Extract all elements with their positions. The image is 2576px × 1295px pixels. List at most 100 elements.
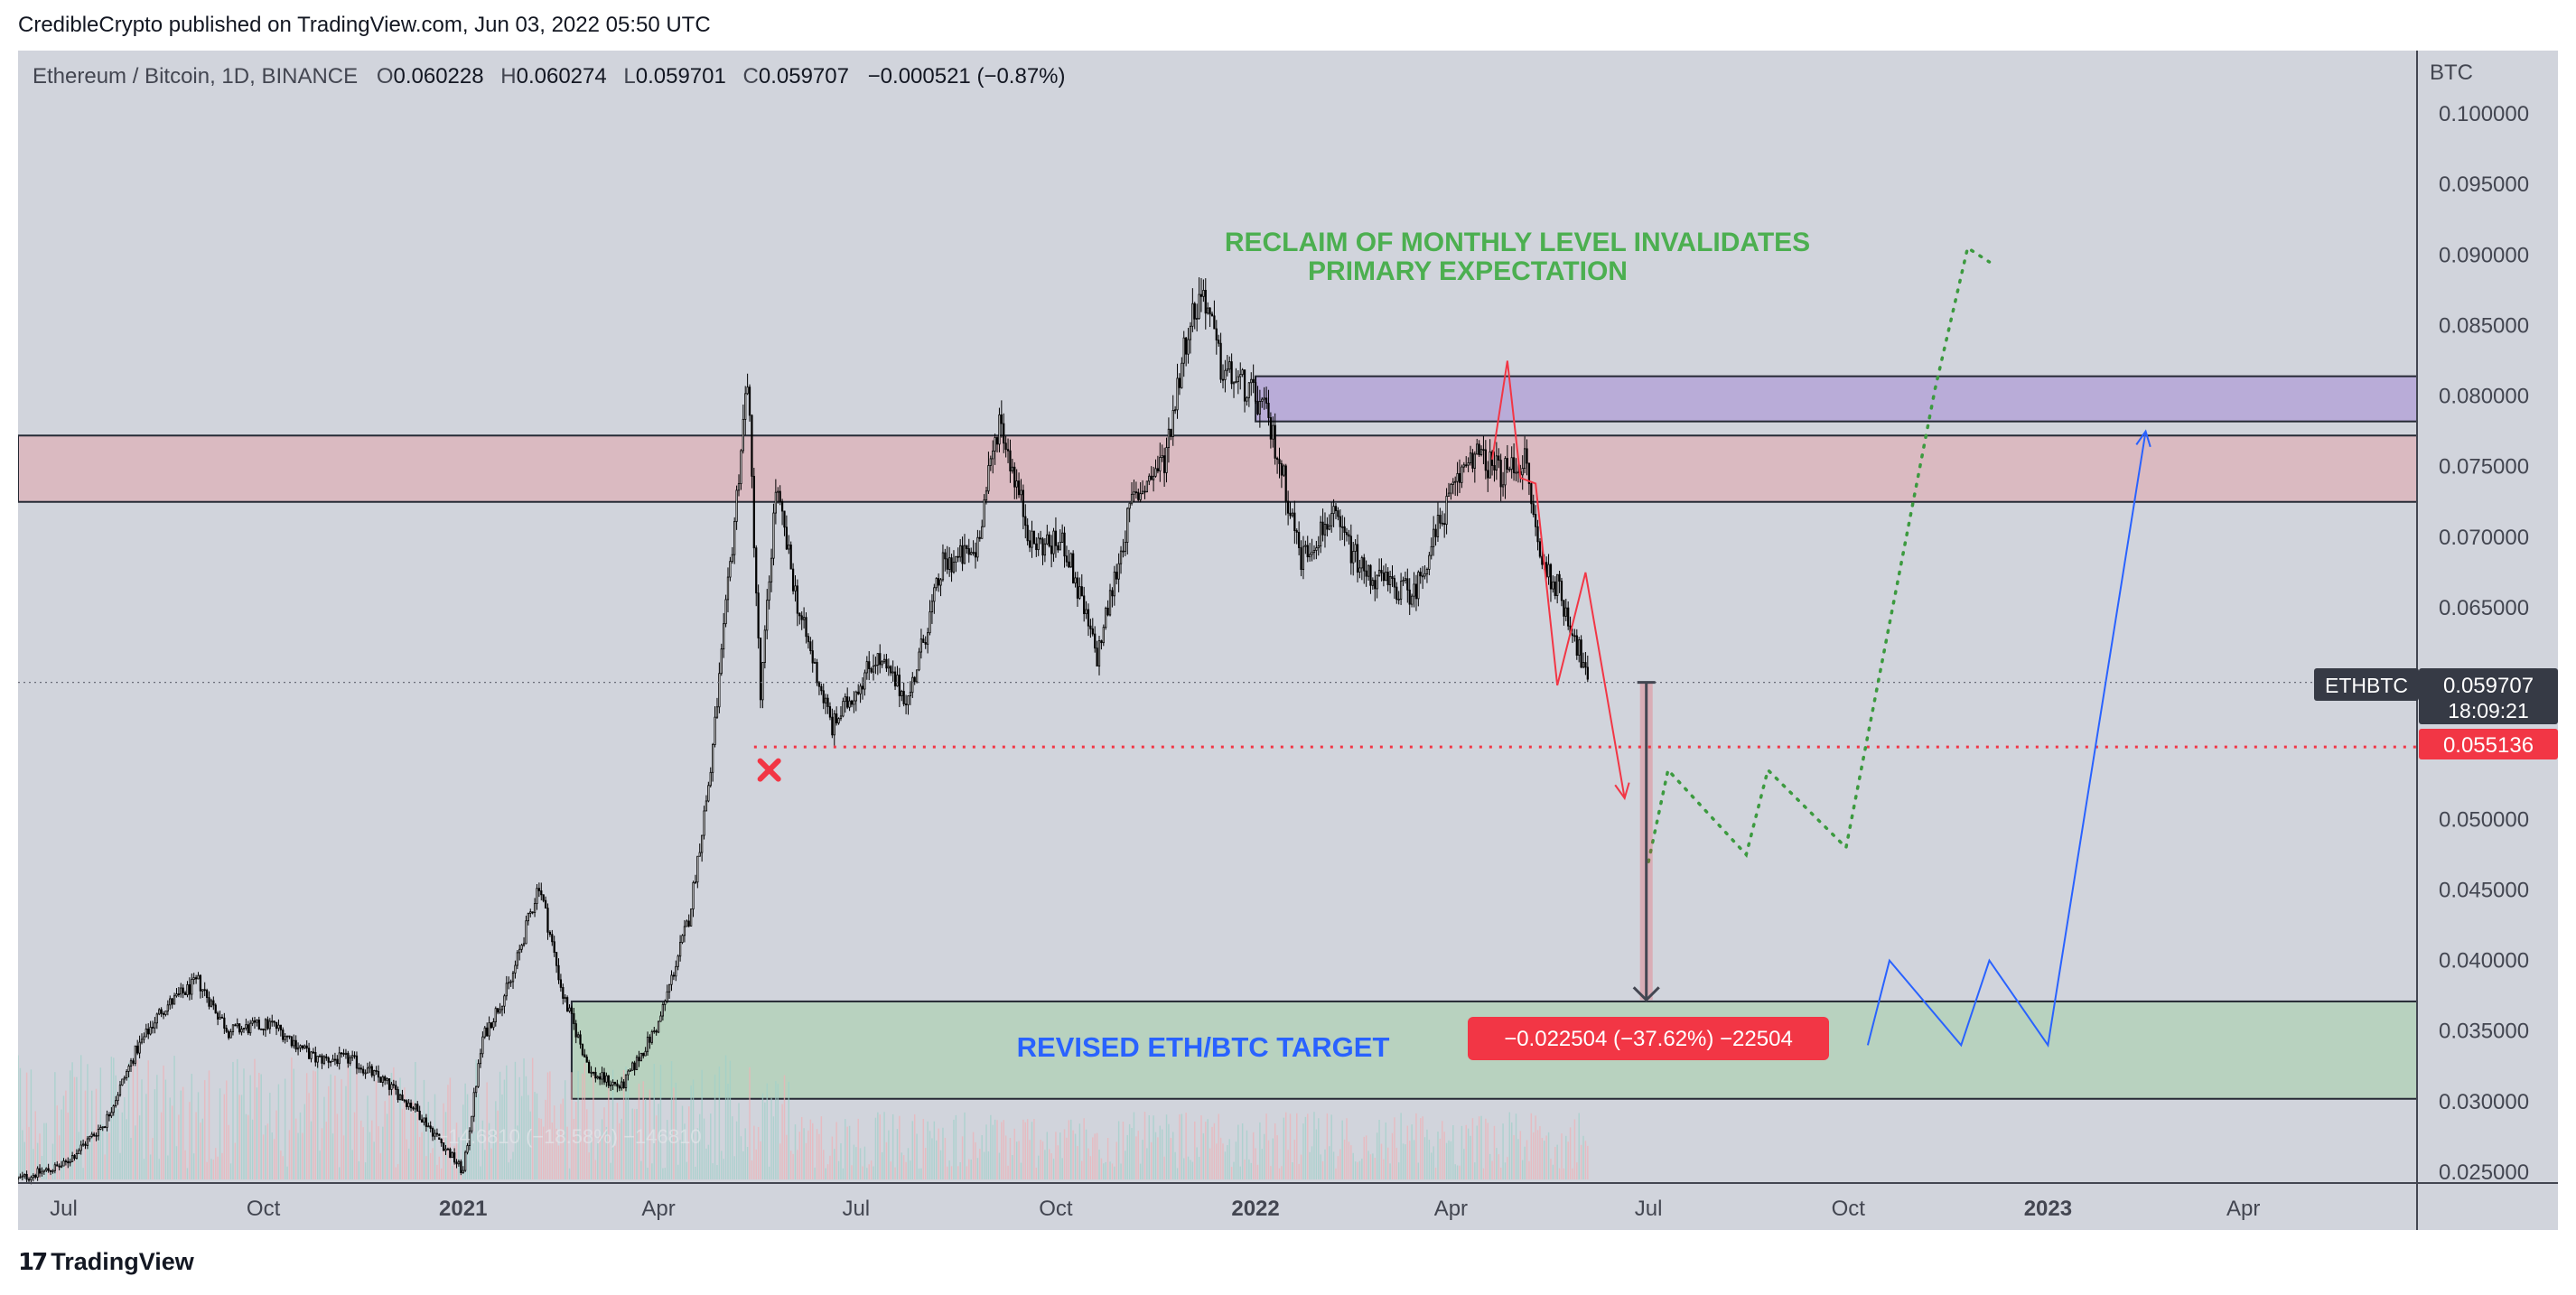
candle-body xyxy=(236,1023,238,1027)
candle-body xyxy=(245,1024,247,1029)
candle-body xyxy=(117,1095,119,1102)
volume-bar xyxy=(1567,1141,1569,1179)
volume-bar xyxy=(1307,1113,1309,1179)
ohlc-legend: Ethereum / Bitcoin, 1D, BINANCE O0.06022… xyxy=(33,64,1066,89)
time-axis[interactable]: Jul Oct 2021 Apr Jul Oct 2022 Apr Jul Oct 2023 Apr xyxy=(50,1197,2260,1221)
candle-body xyxy=(924,642,927,645)
volume-bar xyxy=(1063,1129,1066,1179)
candle-body xyxy=(967,548,970,555)
candle-body xyxy=(45,1168,48,1171)
volume-bar xyxy=(1293,1140,1296,1179)
candle-body xyxy=(431,1128,434,1137)
candle-body xyxy=(842,701,845,717)
volume-bar xyxy=(410,1113,412,1179)
candle-body xyxy=(457,1160,461,1165)
candle-body xyxy=(1228,361,1231,370)
candle-body xyxy=(1108,590,1112,616)
volume-bar xyxy=(1337,1156,1339,1179)
candle-body xyxy=(1349,536,1352,564)
time-tick-label: Oct xyxy=(247,1197,281,1221)
volume-bar xyxy=(1183,1158,1185,1179)
volume-bar xyxy=(633,1109,636,1179)
volume-bar xyxy=(1558,1168,1561,1179)
volume-bar xyxy=(484,1150,486,1179)
red-projection-path xyxy=(1491,360,1626,799)
candle-body xyxy=(1356,544,1359,573)
candle-body xyxy=(1199,293,1203,297)
candle-body xyxy=(1510,457,1513,470)
candle-body xyxy=(1272,424,1274,440)
volume-bar xyxy=(480,1166,481,1179)
volume-bar xyxy=(1341,1120,1343,1179)
candle-body xyxy=(1461,466,1463,483)
volume-bar xyxy=(1339,1149,1341,1179)
volume-bar xyxy=(127,1062,130,1179)
measure-badge[interactable] xyxy=(1468,1017,1829,1060)
volume-bar xyxy=(902,1155,905,1179)
purple-zone xyxy=(1255,375,2418,423)
volume-bar xyxy=(1367,1151,1369,1179)
volume-bar xyxy=(825,1168,826,1179)
volume-bar xyxy=(1070,1119,1072,1179)
candle-body xyxy=(583,1054,586,1057)
volume-bar xyxy=(1397,1162,1400,1179)
candle-body xyxy=(273,1020,275,1023)
candle-body xyxy=(1065,555,1069,563)
volume-bar xyxy=(1100,1158,1103,1179)
volume-bar xyxy=(210,1159,212,1179)
candle-body xyxy=(1126,508,1129,543)
volume-bar xyxy=(136,1059,138,1179)
candle-body xyxy=(1451,481,1454,485)
candle-body xyxy=(1187,339,1190,355)
candle-body xyxy=(155,1013,158,1024)
volume-bar xyxy=(749,1067,751,1179)
volume-bar xyxy=(1572,1168,1573,1179)
candle-body xyxy=(922,638,925,643)
volume-bar xyxy=(566,1126,568,1179)
volume-bar xyxy=(455,1123,458,1179)
volume-bar xyxy=(1194,1121,1196,1179)
candle-body xyxy=(472,1092,475,1117)
candle-body xyxy=(777,490,779,493)
volume-bar xyxy=(384,1101,386,1179)
candle-body xyxy=(1013,466,1016,488)
volume-bar xyxy=(82,1168,84,1179)
volume-bar xyxy=(1089,1156,1092,1179)
volume-bar xyxy=(234,1142,237,1179)
volume-bar xyxy=(200,1123,201,1179)
candle-body xyxy=(846,696,849,708)
chart-frame[interactable]: RECLAIM OF MONTHLY LEVEL INVALIDATES PRI… xyxy=(18,51,2558,1230)
volume-bar xyxy=(1114,1166,1115,1179)
volume-bar xyxy=(1480,1115,1482,1179)
candle-body xyxy=(574,1023,577,1038)
volume-bar xyxy=(1369,1154,1372,1179)
volume-bar xyxy=(718,1067,721,1179)
candle-body xyxy=(751,415,753,477)
candle-body xyxy=(275,1021,278,1029)
volume-bar xyxy=(93,1131,95,1179)
volume-bar xyxy=(1320,1154,1321,1179)
candle-body xyxy=(1141,490,1144,495)
volume-bar xyxy=(818,1133,820,1179)
volume-bar xyxy=(814,1167,816,1179)
volume-bar xyxy=(1402,1143,1405,1179)
candle-body xyxy=(1076,577,1079,599)
volume-bar xyxy=(1324,1149,1326,1179)
candle-body xyxy=(296,1047,300,1050)
volume-bar xyxy=(488,1123,490,1179)
price-chart[interactable]: RECLAIM OF MONTHLY LEVEL INVALIDATES PRI… xyxy=(18,51,2558,1230)
volume-bar xyxy=(829,1155,831,1179)
symbol-description[interactable]: Ethereum / Bitcoin, 1D, BINANCE xyxy=(33,64,358,89)
candle-body xyxy=(807,636,810,643)
candle-body xyxy=(1530,483,1533,505)
candle-body xyxy=(1323,524,1327,536)
candle-body xyxy=(203,989,206,992)
candle-body xyxy=(217,1012,219,1020)
volume-bar xyxy=(812,1123,814,1179)
candle-body xyxy=(514,964,517,974)
volume-bar xyxy=(686,1161,688,1179)
volume-bar xyxy=(1235,1141,1237,1179)
volume-bar xyxy=(432,1148,434,1179)
tradingview-logo[interactable]: 𝟭𝟳 TradingView xyxy=(18,1248,194,1276)
volume-bar xyxy=(716,1165,718,1179)
